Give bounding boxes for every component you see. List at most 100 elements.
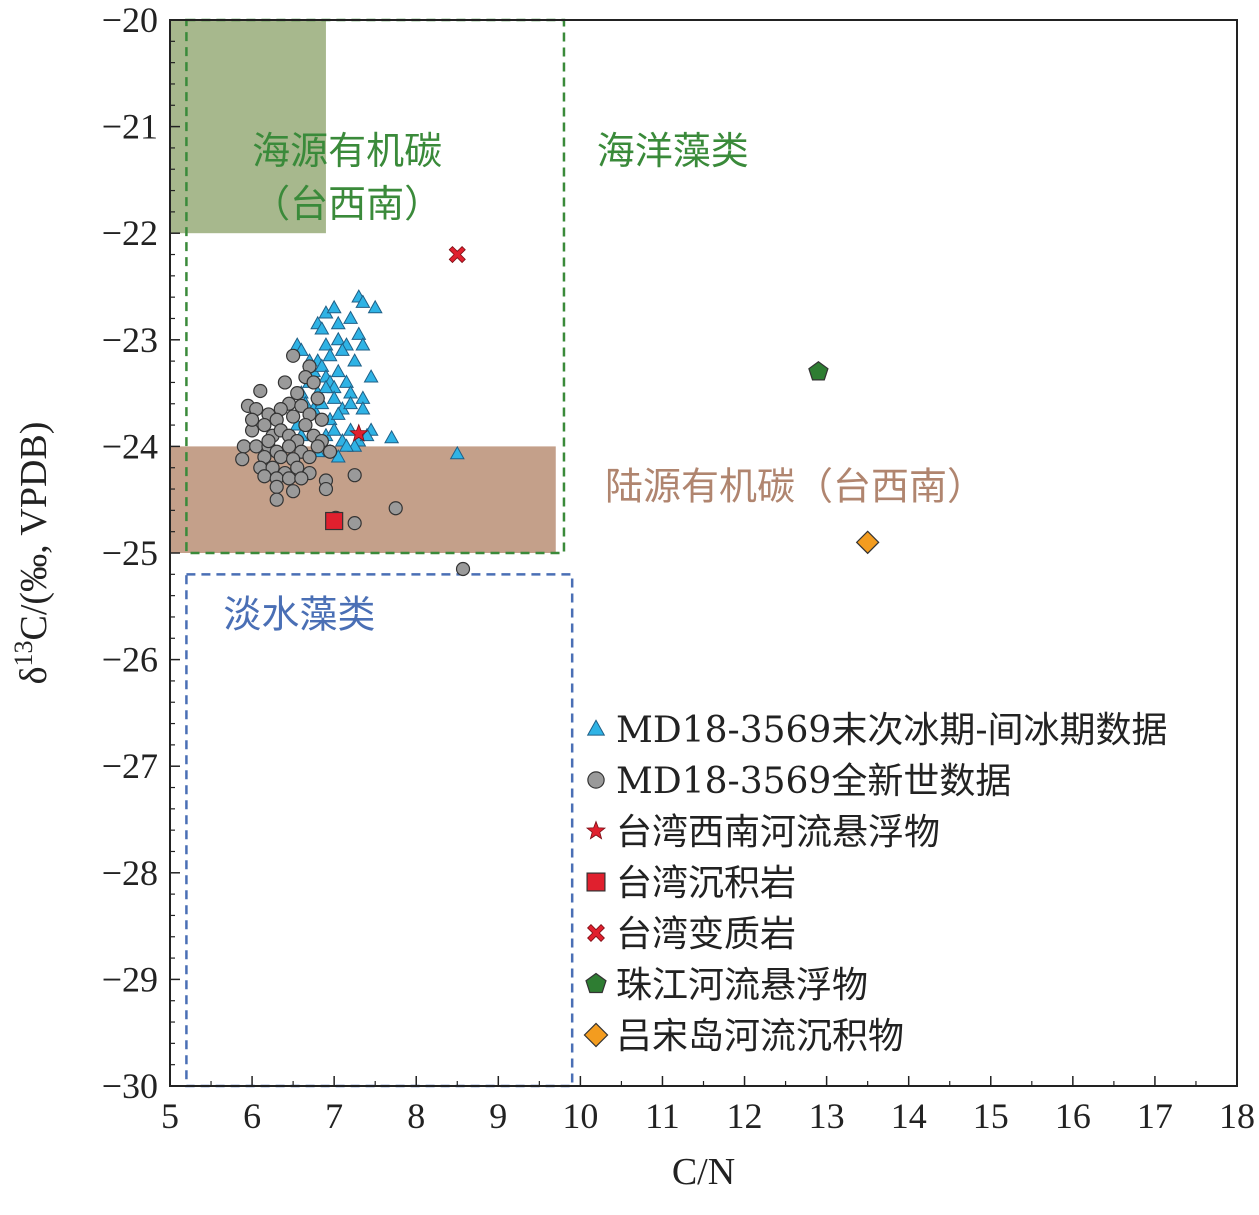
point-0-2: [326, 299, 342, 314]
y-tick-label-8: −28: [102, 853, 158, 893]
series-5: [808, 361, 829, 381]
point-1-33: [310, 439, 325, 454]
y-tick-label-4: −24: [102, 426, 158, 466]
y-axis-title: δ13C/(‰, VPDB): [9, 422, 55, 685]
legend-label-2: 台湾西南河流悬浮物: [616, 812, 940, 853]
region-label-0: 海源有机碳: [252, 129, 442, 173]
point-1-46: [281, 471, 297, 486]
point-1-37: [302, 449, 317, 465]
chart-regions: [170, 18, 574, 1088]
legend-marker-1: [587, 771, 605, 789]
point-1-38: [235, 452, 250, 467]
point-0-33: [326, 390, 342, 404]
point-0-29: [363, 369, 379, 383]
legend-label-0: MD18-3569末次冰期-间冰期数据: [616, 710, 1167, 751]
legend-label-6: 吕宋岛河流沉积物: [616, 1016, 904, 1057]
legend-item-1: MD18-3569全新世数据: [587, 761, 1011, 802]
point-0-25: [338, 374, 354, 388]
point-1-57: [455, 561, 471, 577]
y-tick-label-3: −23: [102, 320, 158, 360]
legend-marker-4: [587, 924, 605, 942]
point-0-28: [322, 347, 338, 362]
series-2: [349, 423, 369, 442]
chart-legend: MD18-3569末次冰期-间冰期数据 MD18-3569全新世数据台湾西南河流悬…: [583, 710, 1167, 1057]
y-tick-label-6: −26: [102, 640, 158, 680]
legend-item-5: 珠江河流悬浮物: [585, 965, 868, 1006]
legend-item-2: 台湾西南河流悬浮物: [585, 812, 940, 853]
point-0-4: [343, 310, 359, 324]
point-1-4: [277, 375, 293, 390]
point-1-3: [306, 375, 321, 390]
x-tick-label-1: 6: [243, 1096, 261, 1136]
y-tick-label-7: −27: [102, 746, 158, 786]
y-tick-label-2: −22: [102, 213, 158, 253]
point-0-48: [359, 427, 375, 442]
point-0-24: [330, 363, 346, 378]
freshwater-algae-box: [185, 573, 574, 1088]
point-1-52: [286, 484, 301, 499]
region-label-4: 淡水藻类: [223, 593, 375, 637]
series-3: [325, 511, 344, 531]
x-tick-label-8: 13: [809, 1096, 845, 1136]
x-tick-label-7: 12: [727, 1096, 763, 1136]
point-1-47: [294, 471, 309, 486]
x-tick-label-11: 16: [1055, 1096, 1091, 1136]
point-2-0: [349, 423, 369, 442]
y-tick-label-5: −25: [102, 533, 158, 573]
x-tick-label-10: 15: [973, 1096, 1009, 1136]
point-0-12: [330, 331, 346, 346]
series-6: [855, 530, 880, 555]
y-tick-label-1: −21: [102, 107, 158, 147]
y-tick-label-10: −30: [102, 1066, 158, 1106]
point-0-8: [314, 321, 330, 335]
point-1-58: [322, 444, 338, 459]
x-tick-label-12: 17: [1137, 1096, 1173, 1136]
point-6-0: [855, 530, 880, 555]
legend-marker-2: [585, 820, 607, 840]
point-0-35: [343, 395, 359, 410]
point-1-56: [347, 516, 362, 531]
point-0-6: [355, 294, 371, 308]
point-1-50: [269, 479, 284, 495]
x-tick-label-5: 10: [562, 1096, 598, 1136]
legend-label-1: MD18-3569全新世数据: [616, 761, 1011, 802]
y-tick-label-0: −20: [102, 0, 158, 40]
point-1-59: [261, 433, 276, 449]
point-0-27: [347, 353, 363, 367]
legend-marker-3: [586, 872, 606, 892]
chart-axes: 5 6 7 8 9 10 11 12 13 14 15 16 17 18 −20 −21 −22 −23 −24 −2…: [102, 0, 1255, 1136]
point-5-0: [808, 361, 829, 381]
point-0-14: [351, 326, 367, 340]
legend-label-3: 台湾沉积岩: [616, 863, 796, 904]
y-tick-label-9: −29: [102, 959, 158, 999]
point-1-5: [253, 383, 268, 399]
legend-label-4: 台湾变质岩: [616, 914, 796, 955]
x-tick-label-13: 18: [1219, 1096, 1255, 1136]
point-1-28: [249, 439, 264, 454]
x-tick-label-2: 7: [325, 1096, 343, 1136]
point-1-31: [281, 439, 297, 454]
point-0-3: [330, 315, 346, 330]
point-1-44: [257, 469, 272, 484]
marine-oc-shade: [170, 20, 326, 234]
legend-marker-5: [585, 972, 607, 994]
point-0-49: [384, 429, 400, 444]
point-1-6: [290, 386, 305, 401]
legend-item-4: 台湾变质岩: [587, 914, 796, 955]
data-points: [235, 245, 880, 577]
point-0-20: [314, 358, 330, 372]
point-1-53: [269, 492, 284, 507]
x-tick-label-3: 8: [407, 1096, 425, 1136]
point-1-20: [257, 417, 272, 433]
point-1-35: [273, 449, 288, 465]
point-3-0: [325, 511, 344, 531]
series-1: [235, 348, 471, 577]
x-tick-label-0: 5: [161, 1096, 179, 1136]
x-tick-label-4: 9: [489, 1096, 507, 1136]
point-1-12: [314, 412, 329, 427]
point-0-16: [334, 342, 350, 356]
x-axis-title: C/N: [672, 1151, 735, 1193]
point-1-27: [236, 439, 251, 454]
y-axis-title-superscript: 13: [9, 640, 38, 666]
